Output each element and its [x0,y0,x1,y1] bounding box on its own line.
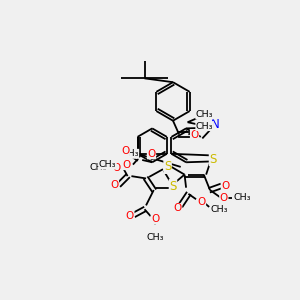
Text: N: N [211,118,220,131]
Text: O: O [197,196,206,206]
Text: O: O [221,181,230,191]
Text: O: O [173,203,182,214]
Text: O: O [121,146,129,156]
Text: O: O [190,130,199,140]
Text: O: O [151,214,159,224]
Text: O: O [113,163,121,173]
Text: O: O [122,160,130,170]
Text: O: O [220,193,228,203]
Text: CH₃: CH₃ [121,149,139,158]
Text: CH₃: CH₃ [196,122,213,130]
Text: CH₃: CH₃ [146,233,164,242]
Text: CH₃: CH₃ [211,205,228,214]
Text: S: S [164,160,171,173]
Text: S: S [209,153,217,166]
Text: O: O [110,180,118,190]
Text: O: O [147,149,156,159]
Text: O: O [126,211,134,221]
Text: CH₃: CH₃ [196,110,213,119]
Text: S: S [169,180,177,193]
Text: CH₃: CH₃ [90,163,107,172]
Text: CH₃: CH₃ [234,193,251,202]
Text: CH₃: CH₃ [99,160,116,169]
